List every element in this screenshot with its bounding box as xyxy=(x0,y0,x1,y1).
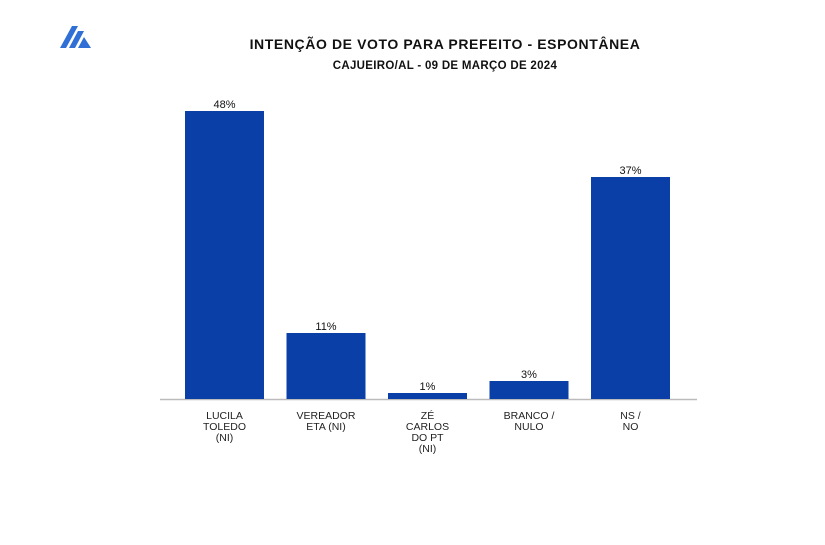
bar xyxy=(591,177,670,399)
category-tick-label: LUCILA TOLEDO (NI) xyxy=(203,410,246,444)
stripes-logo-icon xyxy=(60,26,91,48)
category-tick-label: ZÉ CARLOS DO PT (NI) xyxy=(406,409,449,455)
source-footnote xyxy=(30,538,550,545)
bar-value-label: 3% xyxy=(521,369,537,381)
chart-subtitle: CAJUEIRO/AL - 09 DE MARÇO DE 2024 xyxy=(332,60,558,72)
bar-value-label: 48% xyxy=(213,99,235,111)
bar-value-label: 1% xyxy=(420,381,436,393)
category-tick-label: BRANCO / NULO xyxy=(504,410,555,433)
bar-value-label: 37% xyxy=(619,165,641,177)
bar-value-label: 11% xyxy=(315,321,336,333)
bar xyxy=(388,393,467,399)
category-tick-label: NS / NO xyxy=(620,410,641,433)
bar xyxy=(286,333,366,399)
bar xyxy=(185,111,264,399)
bar xyxy=(489,381,569,399)
chart-title: INTENÇÃO DE VOTO PARA PREFEITO - ESPONTÂ… xyxy=(249,36,641,52)
category-tick-label: VEREADOR ETA (NI) xyxy=(297,410,356,433)
